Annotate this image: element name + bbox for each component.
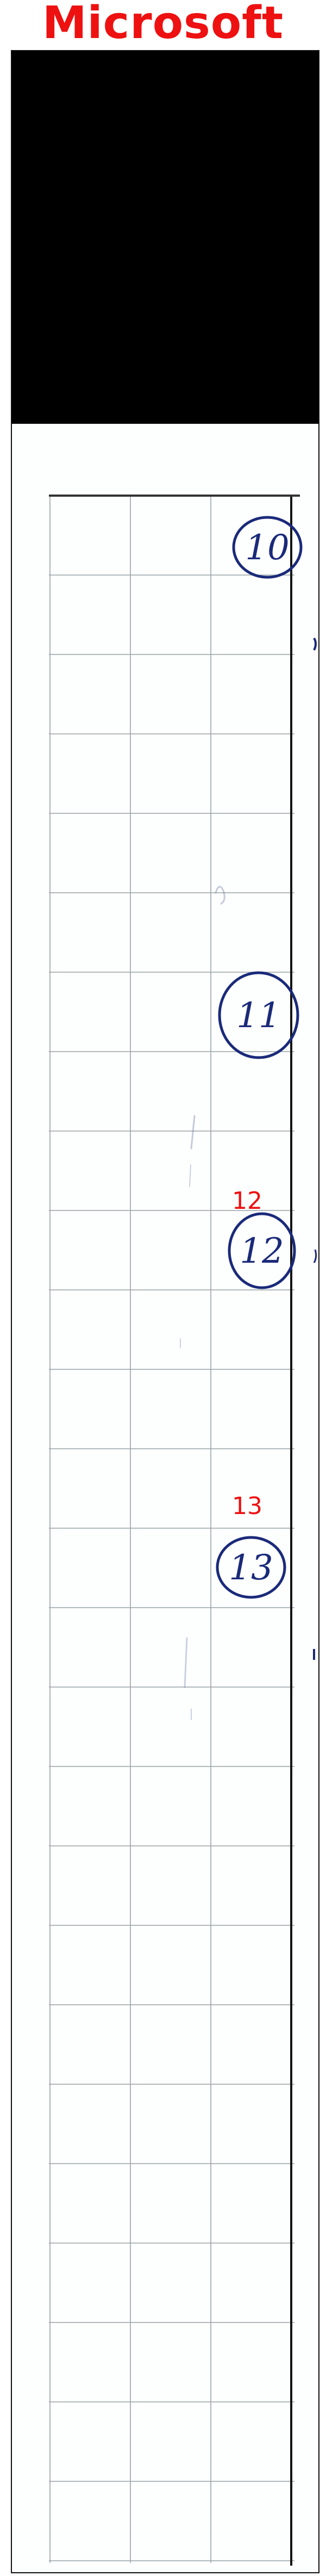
handwriting-layer: 10 11 12 13 (180, 516, 317, 1720)
edge-ink-fragment (313, 1249, 317, 1263)
circled-number-12-outline (228, 1212, 296, 1289)
printed-label-13: 13 (232, 1492, 262, 1520)
printed-label-12: 12 (232, 1187, 262, 1215)
scanned-document: 10 11 12 13 12 13 (11, 50, 319, 2573)
faint-pencil-mark (189, 1164, 191, 1187)
circled-number-11-outline (218, 971, 299, 1059)
circled-number-13: 13 (229, 1548, 273, 1588)
redaction-block (12, 51, 318, 424)
circled-number-12: 12 (240, 1231, 284, 1271)
faint-pencil-mark (215, 886, 225, 905)
faint-pencil-mark (184, 1637, 188, 1688)
edge-ink-fragment (313, 637, 317, 651)
grid-lines (49, 495, 300, 2566)
grid-paper: 10 11 12 13 (49, 495, 317, 2566)
circled-number-11: 11 (236, 996, 280, 1036)
circled-number-10-outline (232, 516, 303, 579)
circled-number-10: 10 (245, 528, 289, 568)
faint-pencil-mark (190, 1115, 196, 1150)
circled-number-13-outline (216, 1536, 286, 1599)
grid-paper-scan: 10 11 12 13 12 13 (12, 425, 318, 2572)
brand-title: Microsoft (42, 0, 284, 49)
